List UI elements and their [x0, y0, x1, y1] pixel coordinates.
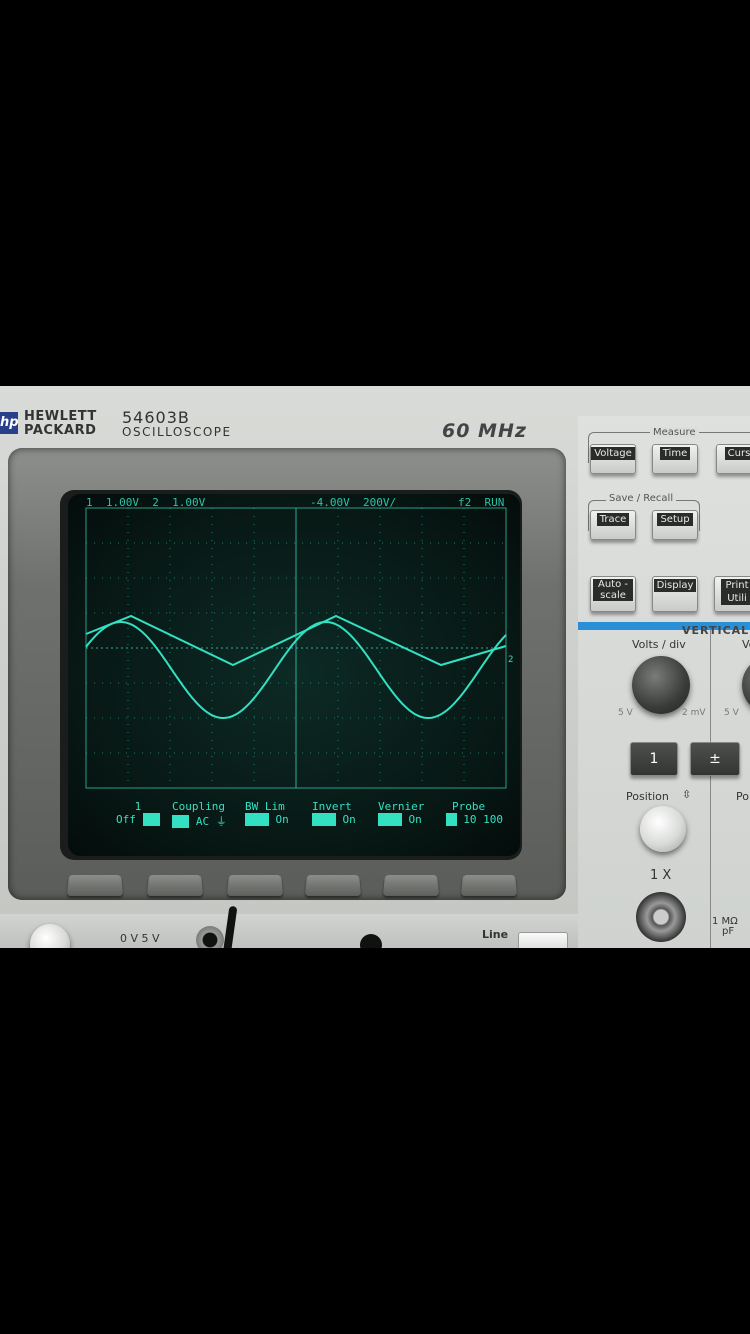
position-arrows-icon: ⇳	[682, 788, 692, 801]
softkey-label-probe: Probe 10 100	[446, 800, 503, 826]
measure-title: Measure	[650, 427, 699, 438]
softkey-value: On	[378, 813, 424, 826]
channel-2-marker: 2	[508, 655, 513, 665]
autoscale-button[interactable]: Auto - scale	[590, 576, 636, 612]
channel-divider	[710, 630, 711, 948]
button-label: Display	[653, 579, 697, 592]
brand-line-1: HEWLETT	[24, 409, 97, 424]
softkey-1-button[interactable]	[66, 874, 124, 896]
trigger-readout: -4.00V 200V/	[310, 496, 397, 509]
softkey-value: AC ⏚	[172, 813, 227, 829]
softkey-value-text: On	[342, 813, 356, 826]
vertical-accent-bar	[578, 622, 750, 630]
button-label: Curs	[724, 447, 750, 460]
run-status: f2 RUN	[458, 496, 505, 509]
softkey-title: BW Lim	[245, 800, 285, 813]
oscilloscope-photo: hp HEWLETT PACKARD 54603B OSCILLOSCOPE 6…	[0, 386, 750, 948]
selection-box	[172, 815, 190, 828]
calibrator-label: 0 V 5 V	[120, 932, 160, 945]
scale-min-label-2: 5 V	[724, 708, 739, 718]
position-label: Position	[626, 790, 669, 803]
waveform-display: 2	[85, 507, 513, 789]
button-label: Print Utili	[721, 579, 750, 605]
triangle-trace	[85, 614, 507, 667]
softkey-title: Probe	[452, 800, 486, 813]
volts-div-knob[interactable]	[632, 656, 690, 714]
save-recall-title: Save / Recall	[606, 493, 677, 504]
crt-screen: 1 1.00V 2 1.00V -4.00V 200V/ f2 RUN 2 1 …	[68, 494, 520, 856]
selection-box	[446, 813, 457, 826]
control-panel: Measure Voltage Time Curs Save / Recall …	[578, 416, 750, 948]
softkey-value-text: On	[408, 813, 422, 826]
vertical-title: VERTICAL	[682, 624, 750, 637]
channel-1-button[interactable]: 1	[630, 742, 678, 776]
softkey-label-vernier: Vernier On	[378, 800, 424, 826]
device-type: OSCILLOSCOPE	[122, 425, 232, 439]
softkey-5-button[interactable]	[382, 874, 440, 896]
softkey-label-channel: 1 Off	[116, 800, 160, 826]
line-label: Line	[482, 928, 509, 941]
button-label: Setup	[657, 513, 693, 526]
selection-box	[245, 813, 269, 826]
softkey-label-coupling: Coupling AC ⏚	[172, 800, 227, 829]
scale-min-label: 5 V	[618, 708, 633, 718]
button-label: Voltage	[591, 447, 635, 460]
button-label: Trace	[596, 513, 630, 526]
scale-max-label: 2 mV	[682, 708, 706, 718]
bnc-input-connector[interactable]	[636, 892, 686, 942]
softkey-value-text: On	[275, 813, 289, 826]
softkey-4-button[interactable]	[304, 874, 362, 896]
softkey-value-text: AC	[195, 815, 210, 828]
model-number: 54603B	[122, 408, 190, 427]
trace-button[interactable]: Trace	[590, 510, 636, 540]
softkey-title: Coupling	[172, 800, 225, 813]
graticule	[85, 507, 507, 789]
print-utility-button[interactable]: Print Utili	[714, 576, 750, 612]
volts-div-knob-2[interactable]	[742, 656, 750, 714]
position-label-2: Po	[736, 790, 749, 803]
softkey-label-invert: Invert On	[312, 800, 356, 826]
voltage-button[interactable]: Voltage	[590, 444, 636, 474]
input-label: 1 X	[650, 868, 672, 883]
softkey-6-button[interactable]	[460, 874, 518, 896]
button-label: Auto - scale	[593, 579, 633, 601]
display-button[interactable]: Display	[652, 576, 698, 612]
calibrator-terminal	[196, 926, 224, 948]
bandwidth-label: 60 MHz	[442, 420, 527, 442]
button-label: Time	[659, 447, 691, 460]
brand-line-2: PACKARD	[24, 423, 97, 438]
capacitance-label: pF	[722, 926, 735, 937]
math-button[interactable]: ±	[690, 742, 740, 776]
setup-button[interactable]: Setup	[652, 510, 698, 540]
impedance-label: 1 MΩ	[712, 916, 738, 927]
sine-trace	[85, 620, 507, 720]
volts-div-label-2: Ve	[742, 638, 750, 651]
softkey-3-button[interactable]	[226, 874, 284, 896]
softkey-value: 10 100	[446, 813, 503, 826]
softkey-label-bwlim: BW Lim On	[245, 800, 289, 826]
cursors-button[interactable]: Curs	[716, 444, 750, 474]
softkey-title: Invert	[312, 800, 352, 813]
ground-symbol: ⏚	[215, 815, 227, 828]
position-knob[interactable]	[640, 806, 686, 852]
softkey-title: 1	[134, 800, 142, 813]
softkey-value: Off	[116, 813, 160, 826]
softkey-value-text: Off	[116, 813, 136, 826]
volts-div-label: Volts / div	[632, 638, 686, 651]
bottom-strip	[0, 914, 578, 948]
selection-box	[312, 813, 336, 826]
selection-box	[378, 813, 402, 826]
hp-logo: hp	[0, 412, 19, 434]
softkey-value: On	[245, 813, 289, 826]
power-button[interactable]	[518, 932, 568, 948]
ground-terminal	[360, 934, 382, 948]
softkey-title: Vernier	[378, 800, 425, 813]
selection-box	[142, 813, 160, 826]
softkey-value: On	[312, 813, 356, 826]
channel-scale-readout: 1 1.00V 2 1.00V	[86, 496, 206, 509]
softkey-2-button[interactable]	[146, 874, 204, 896]
softkey-value-text: 10 100	[463, 813, 503, 826]
time-button[interactable]: Time	[652, 444, 698, 474]
